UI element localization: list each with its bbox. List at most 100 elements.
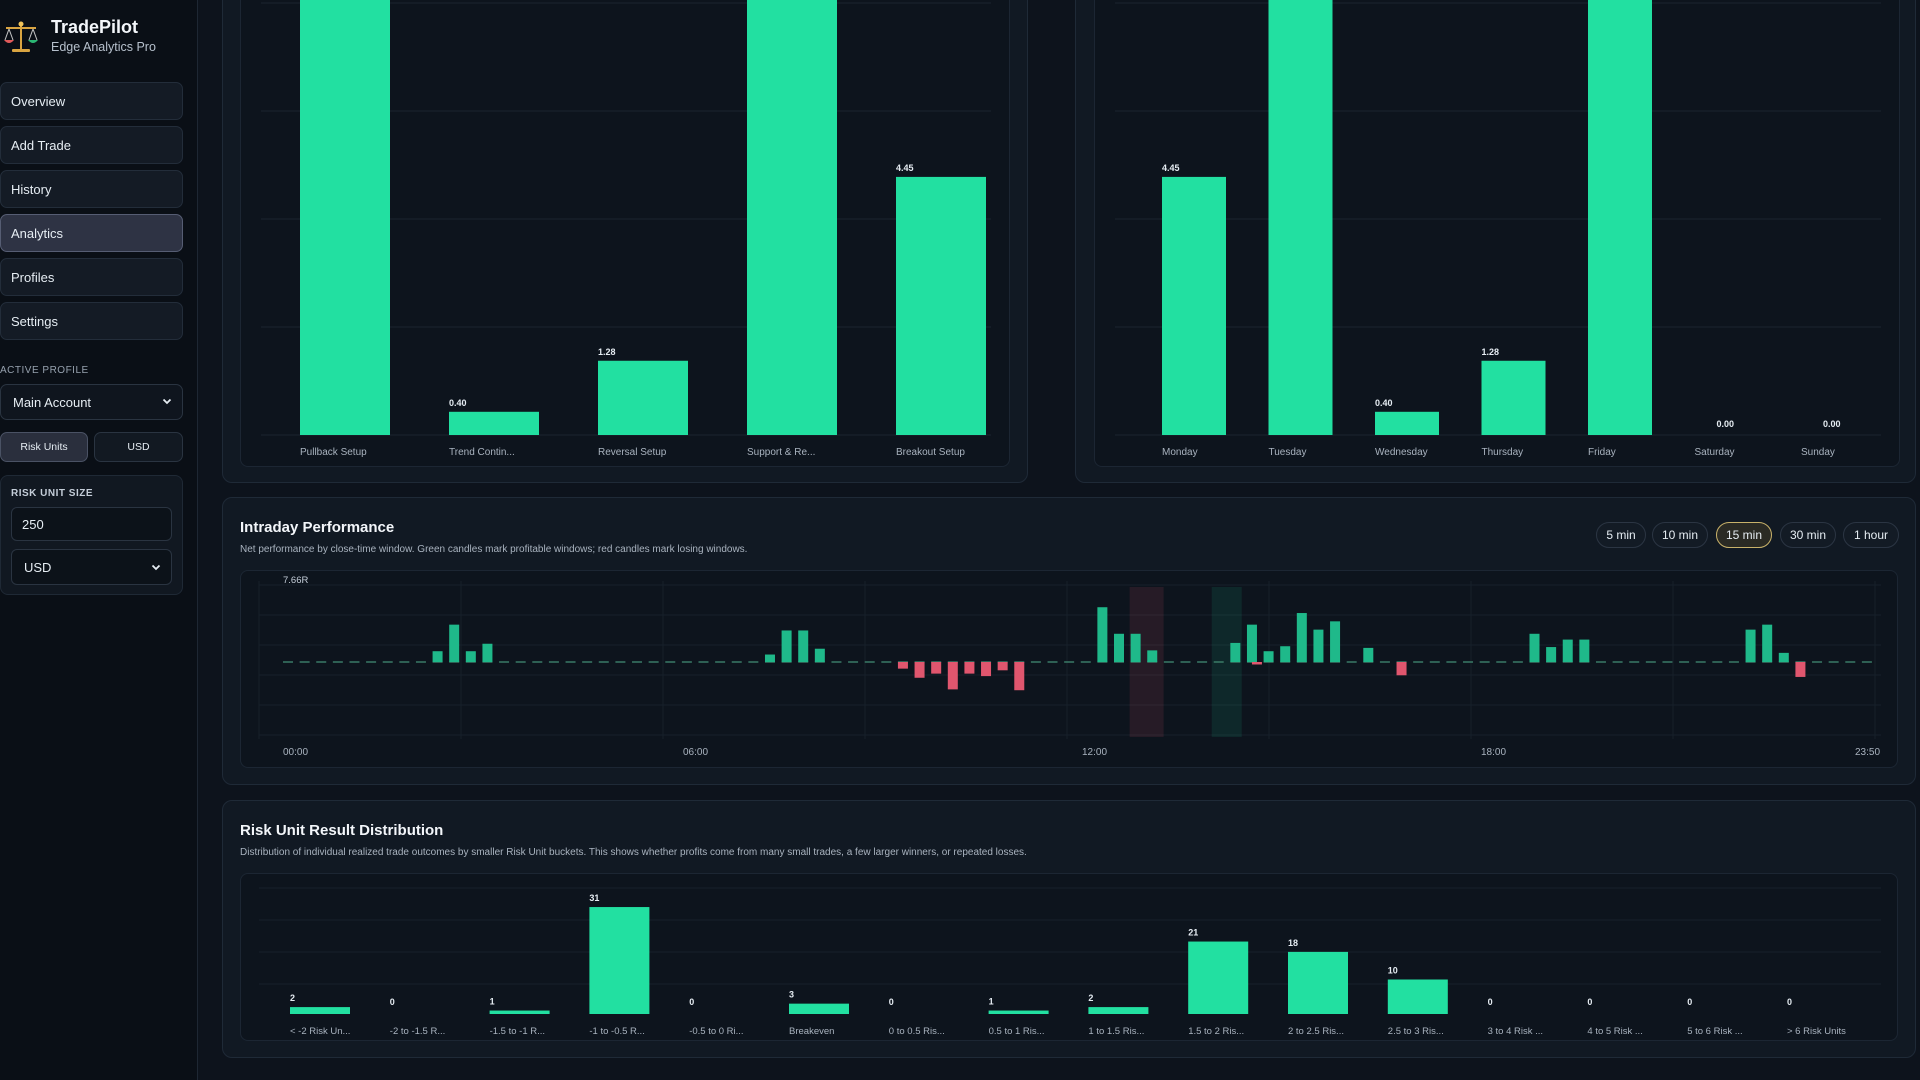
x-tick-label: 2 to 2.5 Ris...	[1288, 1026, 1344, 1037]
x-tick-label: Reversal Setup	[598, 447, 667, 458]
intraday-bar	[1114, 633, 1124, 662]
x-tick-label: 23:50	[1855, 747, 1880, 758]
x-tick-label: 1 to 1.5 Ris...	[1088, 1026, 1144, 1037]
sidebar-nav: Overview Add Trade History Analytics Pro…	[0, 82, 183, 346]
active-profile-select[interactable]: Main Account	[0, 384, 183, 420]
x-tick-label: Monday	[1162, 447, 1198, 458]
data-label: 4.45	[896, 163, 914, 173]
intraday-chart-area: 7.66R 00:00 06:00 12:00 18:00 23:50	[240, 570, 1898, 768]
risk-distribution-card: Risk Unit Result Distribution Distributi…	[222, 800, 1916, 1058]
intraday-bar	[1246, 624, 1257, 662]
x-tick-label: 4 to 5 Risk ...	[1587, 1026, 1642, 1037]
intraday-bar	[1396, 662, 1407, 676]
data-label: 0.00	[1823, 419, 1841, 429]
sidebar-item-label: Overview	[11, 93, 66, 109]
distribution-bar	[1387, 979, 1448, 1014]
brand[interactable]: TradePilot Edge Analytics Pro	[0, 14, 190, 60]
data-label: 0	[1687, 997, 1692, 1007]
sidebar-item-profiles[interactable]: Profiles	[0, 258, 183, 296]
sidebar-item-label: Profiles	[11, 269, 55, 285]
intraday-bar	[1546, 647, 1557, 662]
intraday-bar	[1330, 621, 1341, 662]
distribution-title: Risk Unit Result Distribution	[240, 822, 444, 839]
intraday-bar	[914, 662, 925, 678]
distribution-bar	[1188, 941, 1249, 1014]
x-tick-label: -2 to -1.5 R...	[390, 1026, 445, 1037]
intraday-bar	[1147, 650, 1158, 662]
sidebar-item-overview[interactable]: Overview	[0, 82, 183, 120]
setup-chart: Pullback Setup 0.40 Trend Contin... 1.28 Rev…	[261, 0, 991, 458]
sidebar-item-add-trade[interactable]: Add Trade	[0, 126, 183, 164]
currency-select[interactable]: USD	[11, 549, 172, 585]
intraday-bar	[931, 662, 942, 674]
distribution-description: Distribution of individual realized trad…	[240, 847, 1027, 858]
x-tick-label: 0.5 to 1 Ris...	[989, 1026, 1045, 1037]
intraday-bar	[1280, 646, 1291, 662]
x-tick-label: Breakout Setup	[896, 447, 965, 458]
risk-unit-panel: RISK UNIT SIZE 250 USD	[0, 475, 183, 595]
distribution-chart: 2 < -2 Risk Un... 0 -2 to -1.5 R... 1 -1.5 to…	[259, 887, 1881, 1037]
sidebar-item-settings[interactable]: Settings	[0, 302, 183, 340]
risk-units-toggle[interactable]: Risk Units	[0, 432, 88, 462]
intraday-bar	[1296, 613, 1307, 662]
data-label: 21	[1188, 928, 1198, 938]
intraday-chart: 7.66R 00:00 06:00 12:00 18:00 23:50	[258, 575, 1881, 758]
bar	[747, 0, 837, 435]
timeframe-1hour-button[interactable]: 1 hour	[1843, 522, 1899, 548]
bar	[896, 176, 986, 435]
bar	[449, 411, 539, 435]
x-tick-label: 06:00	[683, 747, 708, 758]
intraday-bar	[1579, 639, 1590, 662]
sidebar-item-history[interactable]: History	[0, 170, 183, 208]
data-label: 0	[390, 997, 395, 1007]
data-label: 10	[1388, 966, 1398, 976]
x-tick-label: 18:00	[1481, 747, 1506, 758]
intraday-bar	[1014, 662, 1025, 691]
timeframe-15min-button[interactable]: 15 min	[1716, 522, 1772, 548]
data-label: 0	[689, 997, 694, 1007]
data-label: 0	[1787, 997, 1792, 1007]
intraday-bar	[1745, 629, 1756, 662]
intraday-bar	[432, 651, 443, 662]
distribution-bar	[1088, 1007, 1149, 1014]
intraday-bar	[1097, 607, 1108, 662]
distribution-bar	[789, 1003, 849, 1014]
intraday-bar	[1562, 639, 1573, 662]
scale-logo-icon	[4, 21, 38, 52]
data-label: 1.28	[1482, 347, 1500, 357]
timeframe-10min-button[interactable]: 10 min	[1652, 522, 1708, 548]
usd-toggle[interactable]: USD	[94, 432, 183, 462]
y-max-label: 7.66R	[283, 575, 308, 586]
data-label: 0	[1587, 997, 1592, 1007]
timeframe-5min-button[interactable]: 5 min	[1596, 522, 1646, 548]
intraday-bar	[1130, 633, 1141, 662]
sidebar-item-label: History	[11, 181, 52, 197]
data-label: 4.45	[1162, 163, 1180, 173]
x-tick-label: 3 to 4 Risk ...	[1488, 1026, 1543, 1037]
app-title: TradePilot	[51, 17, 139, 37]
weekday-performance-card: 4.45 Monday Tuesday 0.40 Wednesday 1.28 Thursd…	[1075, 0, 1916, 483]
sidebar-item-label: Analytics	[11, 225, 64, 241]
sidebar-item-label: Add Trade	[11, 137, 71, 153]
risk-unit-size-input[interactable]: 250	[11, 507, 172, 541]
bar	[598, 360, 688, 435]
x-tick-label: Tuesday	[1269, 447, 1307, 458]
data-label: 0.00	[1717, 419, 1735, 429]
intraday-bar	[1313, 629, 1324, 662]
active-profile-value: Main Account	[13, 394, 92, 410]
timeframe-30min-button[interactable]: 30 min	[1780, 522, 1836, 548]
sidebar-item-analytics[interactable]: Analytics	[0, 214, 183, 252]
intraday-bar	[1251, 662, 1262, 665]
setup-chart-area: Pullback Setup 0.40 Trend Contin... 1.28 Rev…	[240, 0, 1010, 467]
intraday-bar	[814, 648, 825, 662]
x-tick-label: -1 to -0.5 R...	[589, 1026, 644, 1037]
bar	[1162, 176, 1226, 435]
data-label: 0	[1488, 997, 1493, 1007]
data-label: 2	[290, 993, 295, 1003]
intraday-bar	[981, 662, 992, 677]
x-tick-label: Friday	[1588, 447, 1616, 458]
unit-toggle: Risk Units USD	[0, 432, 183, 462]
x-tick-label: 0 to 0.5 Ris...	[889, 1026, 945, 1037]
data-label: 18	[1288, 938, 1298, 948]
